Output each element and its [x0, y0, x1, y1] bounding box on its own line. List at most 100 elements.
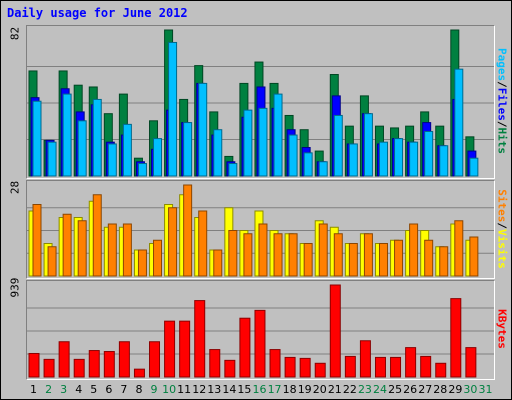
visits-plot	[27, 184, 494, 277]
kbytes-max-label: 939	[8, 277, 22, 298]
bar-sites-day-30	[469, 236, 479, 277]
x-tick-label-day-24: 24	[373, 383, 388, 396]
visits-legend: Sites/Visits	[494, 180, 510, 277]
bar-pages-day-4	[77, 120, 87, 177]
x-tick-label-day-17: 17	[267, 383, 282, 396]
bar-pages-day-24	[378, 141, 388, 177]
x-tick-label-day-20: 20	[312, 383, 327, 396]
legend-separator: /	[495, 81, 509, 88]
bar-kbytes-day-9	[149, 341, 161, 378]
bar-pages-day-8	[137, 163, 147, 177]
bar-sites-day-13	[213, 249, 223, 277]
bar-sites-day-7	[122, 223, 132, 277]
x-axis: 1 2 3 4 5 6 7 8 9 10 11 12 13 14 15 16 17 18 19 20 21 22 23 24 2…	[26, 383, 493, 397]
x-tick-label-day-25: 25	[388, 383, 403, 396]
bar-sites-day-12	[198, 210, 208, 277]
bar-sites-day-1	[32, 204, 42, 277]
hits-max-label: 82	[8, 26, 22, 41]
x-tick-label-day-21: 21	[327, 383, 342, 396]
bar-sites-day-15	[243, 233, 253, 277]
legend-separator: /	[495, 120, 509, 128]
x-tick-label-day-19: 19	[297, 383, 312, 396]
bar-pages-day-15	[243, 109, 253, 177]
bar-kbytes-day-16	[254, 309, 266, 378]
x-tick-label-day-16: 16	[252, 383, 267, 396]
x-tick-label-day-10: 10	[162, 383, 177, 396]
bar-pages-day-12	[198, 82, 208, 177]
bar-pages-day-29	[454, 68, 464, 177]
bar-kbytes-day-4	[73, 358, 85, 378]
bar-sites-day-23	[363, 233, 373, 277]
bar-pages-day-14	[228, 163, 238, 177]
bar-kbytes-day-24	[374, 356, 386, 378]
x-tick-label-day-11: 11	[177, 383, 192, 396]
bar-kbytes-day-15	[239, 317, 251, 378]
bar-pages-day-21	[333, 114, 343, 177]
bar-kbytes-day-6	[103, 351, 115, 378]
bar-kbytes-day-21	[329, 284, 341, 378]
bar-sites-day-26	[409, 223, 419, 277]
bar-pages-day-7	[122, 123, 132, 177]
bar-kbytes-day-11	[179, 320, 191, 378]
x-tick-label-day-23: 23	[357, 383, 372, 396]
bar-pages-day-22	[348, 143, 358, 177]
bar-sites-day-18	[288, 233, 298, 277]
bar-sites-day-17	[273, 233, 283, 277]
bar-kbytes-day-25	[390, 356, 402, 378]
x-tick-label-day-9: 9	[150, 383, 158, 396]
bar-sites-day-20	[318, 223, 328, 277]
x-tick-label-day-15: 15	[237, 383, 252, 396]
legend-hits: Hits	[495, 127, 509, 155]
bar-kbytes-day-30	[465, 347, 477, 378]
kbytes-panel	[26, 280, 495, 380]
bar-sites-day-2	[47, 246, 57, 277]
bar-kbytes-day-3	[58, 341, 70, 378]
bar-kbytes-day-20	[314, 362, 326, 378]
hits-legend: Pages/Files/Hits	[494, 25, 510, 177]
bar-pages-day-13	[213, 129, 223, 177]
bar-sites-day-29	[454, 220, 464, 277]
legend-visits: Visits	[495, 228, 509, 269]
x-tick-label-day-12: 12	[192, 383, 207, 396]
bar-sites-day-25	[394, 239, 404, 277]
bar-sites-day-9	[153, 239, 163, 277]
bar-kbytes-day-22	[344, 355, 356, 378]
bar-pages-day-19	[303, 152, 313, 177]
chart-title: Daily usage for June 2012	[7, 6, 188, 20]
bar-pages-day-18	[288, 134, 298, 177]
bar-kbytes-day-29	[450, 298, 462, 378]
bar-kbytes-day-12	[194, 300, 206, 378]
bar-kbytes-day-27	[420, 355, 432, 378]
bar-pages-day-26	[409, 141, 419, 177]
bar-sites-day-24	[378, 243, 388, 277]
bar-pages-day-1	[32, 100, 42, 177]
x-tick-label-day-26: 26	[403, 383, 418, 396]
x-tick-label-day-8: 8	[135, 383, 143, 396]
kbytes-plot	[27, 284, 494, 378]
kbytes-legend: KBytes	[494, 280, 510, 378]
visits-max-label: 28	[8, 180, 22, 195]
bar-kbytes-day-10	[164, 320, 176, 378]
bar-kbytes-day-14	[224, 359, 236, 378]
bar-kbytes-day-5	[88, 350, 100, 378]
bar-kbytes-day-7	[118, 341, 130, 378]
bar-pages-day-11	[183, 122, 193, 177]
x-tick-label-day-31: 31	[478, 383, 493, 396]
bar-pages-day-27	[424, 130, 434, 177]
x-tick-label-day-13: 13	[207, 383, 222, 396]
legend-sites: Sites	[495, 188, 509, 222]
x-tick-label-day-27: 27	[418, 383, 433, 396]
bar-sites-day-21	[333, 233, 343, 277]
x-tick-label-day-3: 3	[60, 383, 68, 396]
bar-sites-day-19	[303, 243, 313, 277]
x-tick-label-day-4: 4	[75, 383, 83, 396]
bar-pages-day-23	[363, 113, 373, 177]
bar-kbytes-day-26	[405, 347, 417, 378]
bar-pages-day-9	[153, 138, 163, 177]
bar-sites-day-16	[258, 223, 268, 277]
bar-sites-day-10	[168, 207, 178, 277]
bar-kbytes-day-13	[209, 349, 221, 378]
bar-sites-day-11	[183, 184, 193, 277]
x-tick-label-day-18: 18	[282, 383, 297, 396]
